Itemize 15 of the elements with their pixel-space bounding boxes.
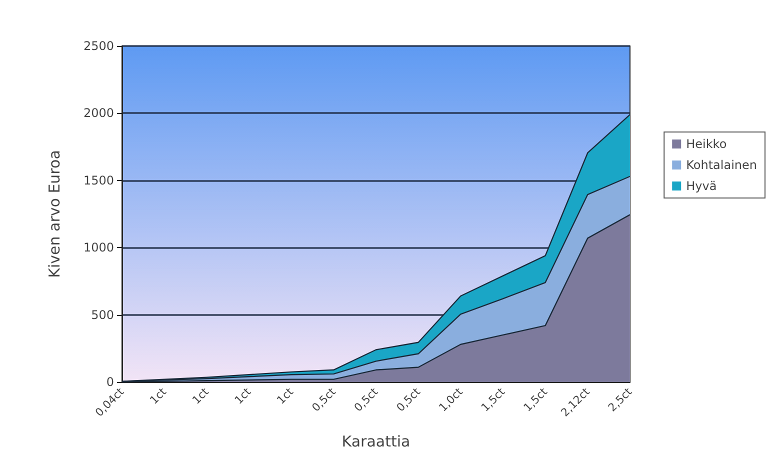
y-tick-label: 2500 [83,39,114,53]
x-tick-label: 1ct [274,384,296,407]
legend-label: Hyvä [686,179,717,193]
y-tick-label: 2000 [83,106,114,120]
y-tick-label: 0 [106,375,114,389]
y-tick-label: 1500 [83,173,114,188]
y-tick-label: 500 [91,308,114,322]
x-axis-title: Karaattia [342,432,410,450]
x-tick-label: 1ct [147,384,170,407]
x-tick-label: 1ct [232,384,254,407]
y-tick-label: 1000 [83,240,114,255]
y-axis-title: Kiven arvo Euroa [46,150,64,278]
legend-label: Heikko [686,137,727,151]
legend-label: Kohtalainen [686,158,758,172]
x-tick-label: 1ct [190,384,212,407]
